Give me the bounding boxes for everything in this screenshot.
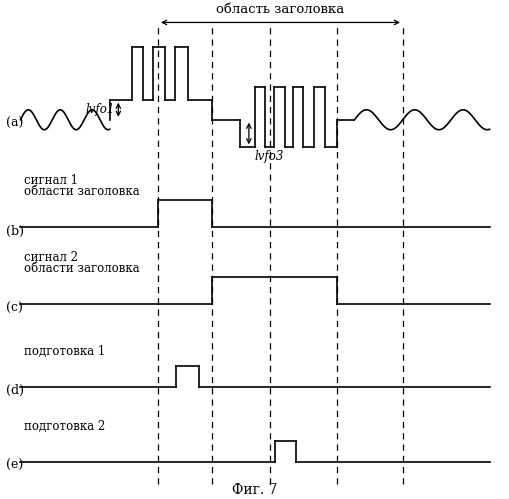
Text: подготовка 2: подготовка 2 — [24, 420, 105, 433]
Text: (а): (а) — [6, 117, 23, 130]
Text: подготовка 1: подготовка 1 — [24, 345, 105, 358]
Text: (c): (c) — [6, 302, 23, 315]
Text: сигнал 1: сигнал 1 — [24, 174, 78, 187]
Text: области заголовка: области заголовка — [24, 185, 140, 198]
Text: (e): (e) — [6, 459, 23, 472]
Text: сигнал 2: сигнал 2 — [24, 251, 78, 264]
Text: (b): (b) — [6, 225, 24, 238]
Text: область заголовка: область заголовка — [216, 3, 344, 16]
Text: Фиг. 7: Фиг. 7 — [232, 483, 277, 497]
Text: lvfo3: lvfo3 — [254, 150, 284, 163]
Text: (d): (d) — [6, 384, 24, 397]
Text: lvfo1: lvfo1 — [85, 103, 115, 116]
Text: области заголовка: области заголовка — [24, 262, 140, 275]
